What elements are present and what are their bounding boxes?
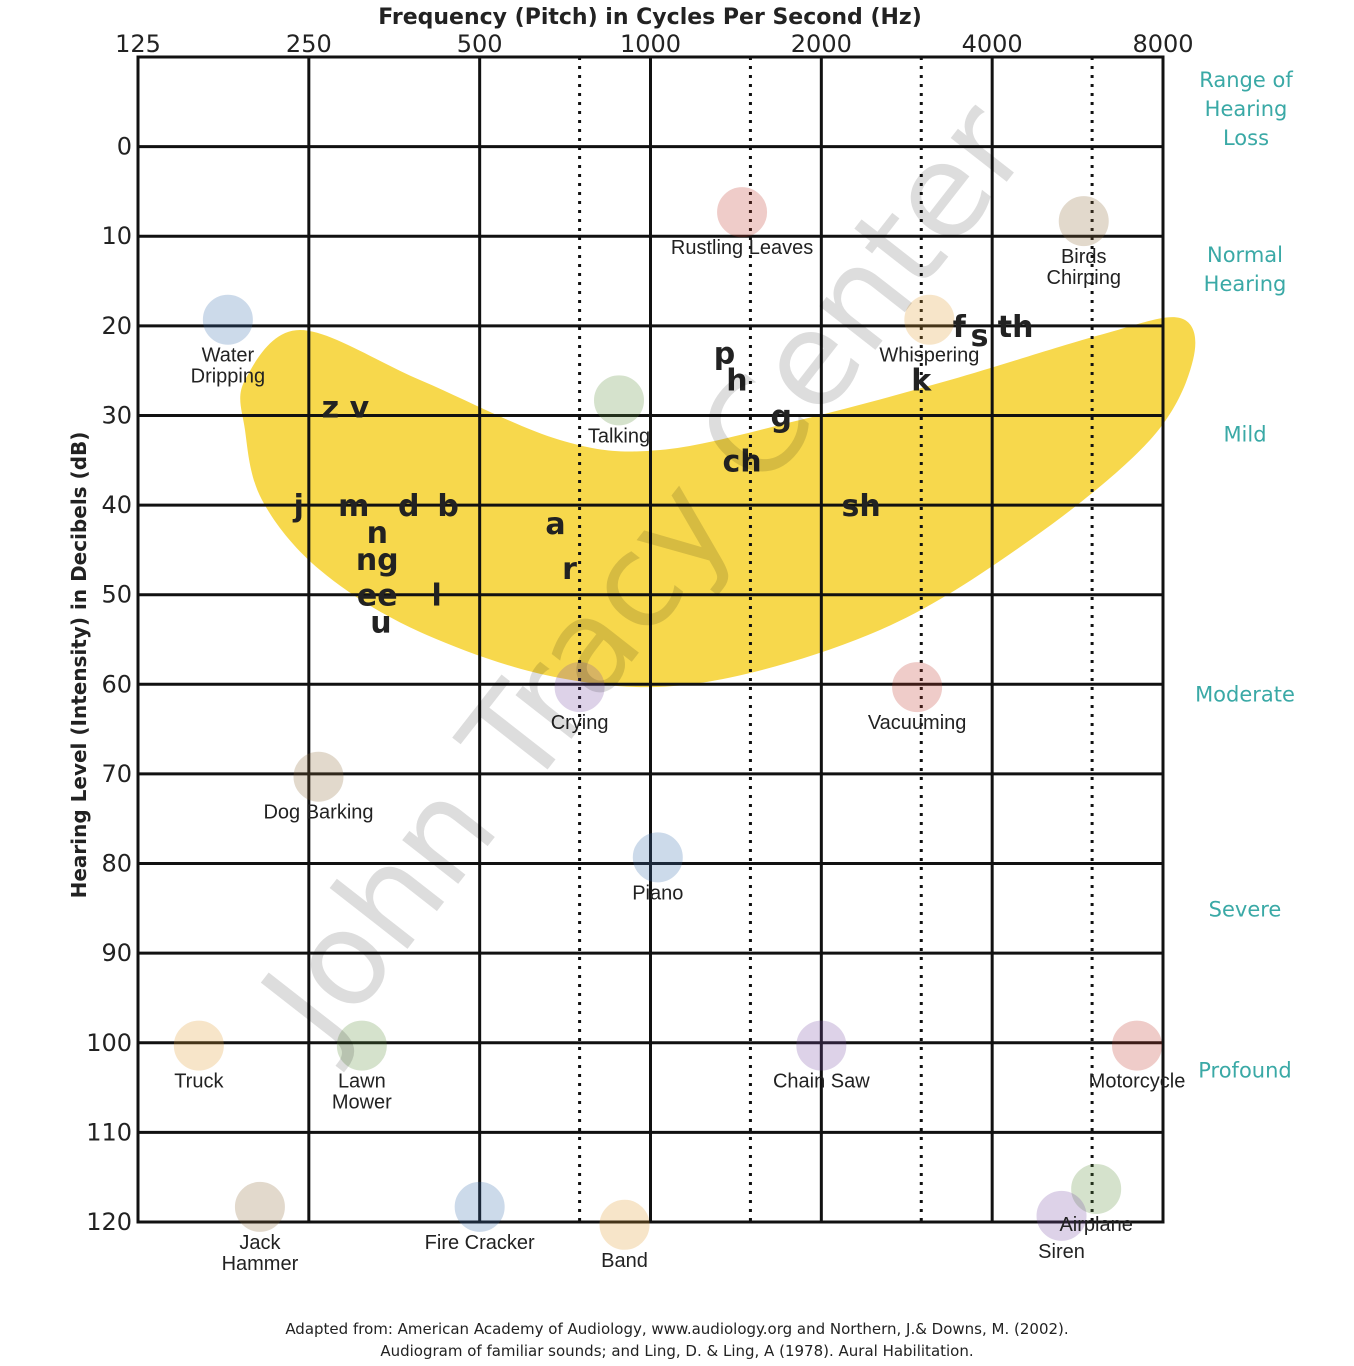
familiar-sound-label-line2: Hammer (222, 1253, 299, 1275)
y-tick-label: 50 (101, 581, 132, 609)
speech-sound: s (971, 319, 989, 354)
speech-sound: ee (357, 579, 398, 614)
sound-icon (1112, 1020, 1163, 1071)
y-tick-label: 40 (101, 491, 132, 519)
familiar-sound-label: Jack (239, 1232, 281, 1254)
range-category: Severe (1209, 897, 1282, 921)
sound-icon (599, 1199, 650, 1250)
y-tick-label: 70 (101, 760, 132, 788)
speech-sound: k (911, 364, 932, 399)
y-tick-label: 30 (101, 401, 132, 429)
sound-icon (234, 1181, 285, 1232)
y-tick-label: 110 (86, 1118, 132, 1146)
familiar-sound-label: Fire Cracker (425, 1232, 535, 1254)
speech-sound: m (338, 489, 369, 524)
familiar-sound-label: Birds (1061, 246, 1107, 268)
range-header: Range of (1199, 68, 1293, 92)
y-axis-label: Hearing Level (Intensity) in Decibels (d… (67, 432, 91, 899)
familiar-sound-label: Crying (551, 712, 609, 734)
range-category: Moderate (1195, 682, 1295, 706)
familiar-sound-label-line2: Dripping (191, 366, 265, 388)
sound-icon (1036, 1190, 1087, 1241)
sound-icon (454, 1181, 505, 1232)
x-tick-label: 250 (286, 30, 332, 58)
familiar-sound-label-line2: Chirping (1047, 267, 1121, 289)
familiar-sound-label: Motorcycle (1089, 1071, 1186, 1093)
speech-sound: h (726, 364, 747, 399)
sound-icon (593, 375, 644, 426)
range-header: Hearing (1205, 97, 1288, 121)
speech-sound: ch (723, 444, 762, 479)
sound-icon (904, 294, 955, 345)
speech-sound: th (998, 310, 1034, 345)
x-tick-label: 8000 (1132, 30, 1193, 58)
y-tick-label: 80 (101, 850, 132, 878)
speech-sound: r (562, 552, 577, 587)
speech-sound: j (293, 489, 304, 524)
x-tick-label: 4000 (962, 30, 1023, 58)
familiar-sound-label: Vacuuming (868, 712, 967, 734)
sound-icon (892, 662, 943, 713)
range-category-line2: Hearing (1204, 272, 1287, 296)
range-category: Normal (1207, 243, 1283, 267)
familiar-sound-label: Chain Saw (773, 1071, 870, 1093)
sound-icon (717, 187, 768, 238)
speech-sound: g (771, 399, 792, 434)
x-tick-label: 125 (115, 30, 161, 58)
range-category: Mild (1223, 422, 1266, 446)
sound-icon (632, 832, 683, 883)
sound-icon (1071, 1163, 1122, 1214)
sound-icon (293, 751, 344, 802)
speech-sound: z v (322, 391, 370, 426)
sound-icon (554, 662, 605, 713)
y-tick-label: 20 (101, 312, 132, 340)
speech-sound: p (714, 337, 735, 372)
speech-sound: b (437, 489, 458, 524)
range-header: Loss (1223, 126, 1269, 150)
familiar-sound-label-line2: Mower (332, 1092, 392, 1114)
familiar-sound-label: Siren (1038, 1241, 1085, 1263)
range-category: Profound (1198, 1059, 1292, 1083)
audiogram-chart: 125 250 500 1000 2000 4000 8000 0 10 20 30 40 50 60 70… (67, 5, 1295, 1275)
speech-sound: sh (841, 489, 880, 524)
y-tick-label: 10 (101, 222, 132, 250)
familiar-sound-label: Dog Barking (263, 802, 373, 824)
speech-sound: f (953, 310, 967, 345)
y-tick-label: 60 (101, 670, 132, 698)
familiar-sound-label: Band (601, 1250, 648, 1272)
source-line-2: Audiogram of familiar sounds; and Ling, … (380, 1342, 974, 1360)
speech-sound: a (545, 507, 565, 542)
sound-icon (336, 1020, 387, 1071)
familiar-sound-label: Water (202, 345, 255, 367)
speech-sound: ng (356, 543, 399, 578)
familiar-sound-label: Talking (588, 425, 650, 447)
sound-icon (202, 294, 253, 345)
y-tick-label: 100 (86, 1029, 132, 1057)
x-tick-label: 500 (457, 30, 503, 58)
sound-icon (1058, 196, 1109, 247)
y-tick-label: 120 (86, 1208, 132, 1236)
familiar-sound-label: Lawn (338, 1071, 386, 1093)
familiar-sound-label: Whispering (879, 345, 979, 367)
familiar-sound-label: Truck (174, 1071, 224, 1093)
familiar-sound-label: Piano (632, 882, 683, 904)
sound-icon (796, 1020, 847, 1071)
y-tick-label: 0 (117, 133, 132, 161)
familiar-sound-label: Airplane (1059, 1214, 1132, 1236)
speech-sound: d (398, 489, 419, 524)
sound-icon (173, 1020, 224, 1071)
x-tick-label: 1000 (620, 30, 681, 58)
x-tick-label: 2000 (791, 30, 852, 58)
y-tick-label: 90 (101, 939, 132, 967)
speech-sound: u (370, 606, 391, 641)
speech-sound: l (432, 579, 442, 614)
source-line-1: Adapted from: American Academy of Audiol… (285, 1320, 1069, 1338)
familiar-sound-label: Rustling Leaves (671, 237, 813, 259)
chart-title: Frequency (Pitch) in Cycles Per Second (… (378, 5, 922, 30)
speech-sound: n (367, 516, 388, 551)
source-citation: Adapted from: American Academy of Audiol… (0, 1318, 1354, 1362)
